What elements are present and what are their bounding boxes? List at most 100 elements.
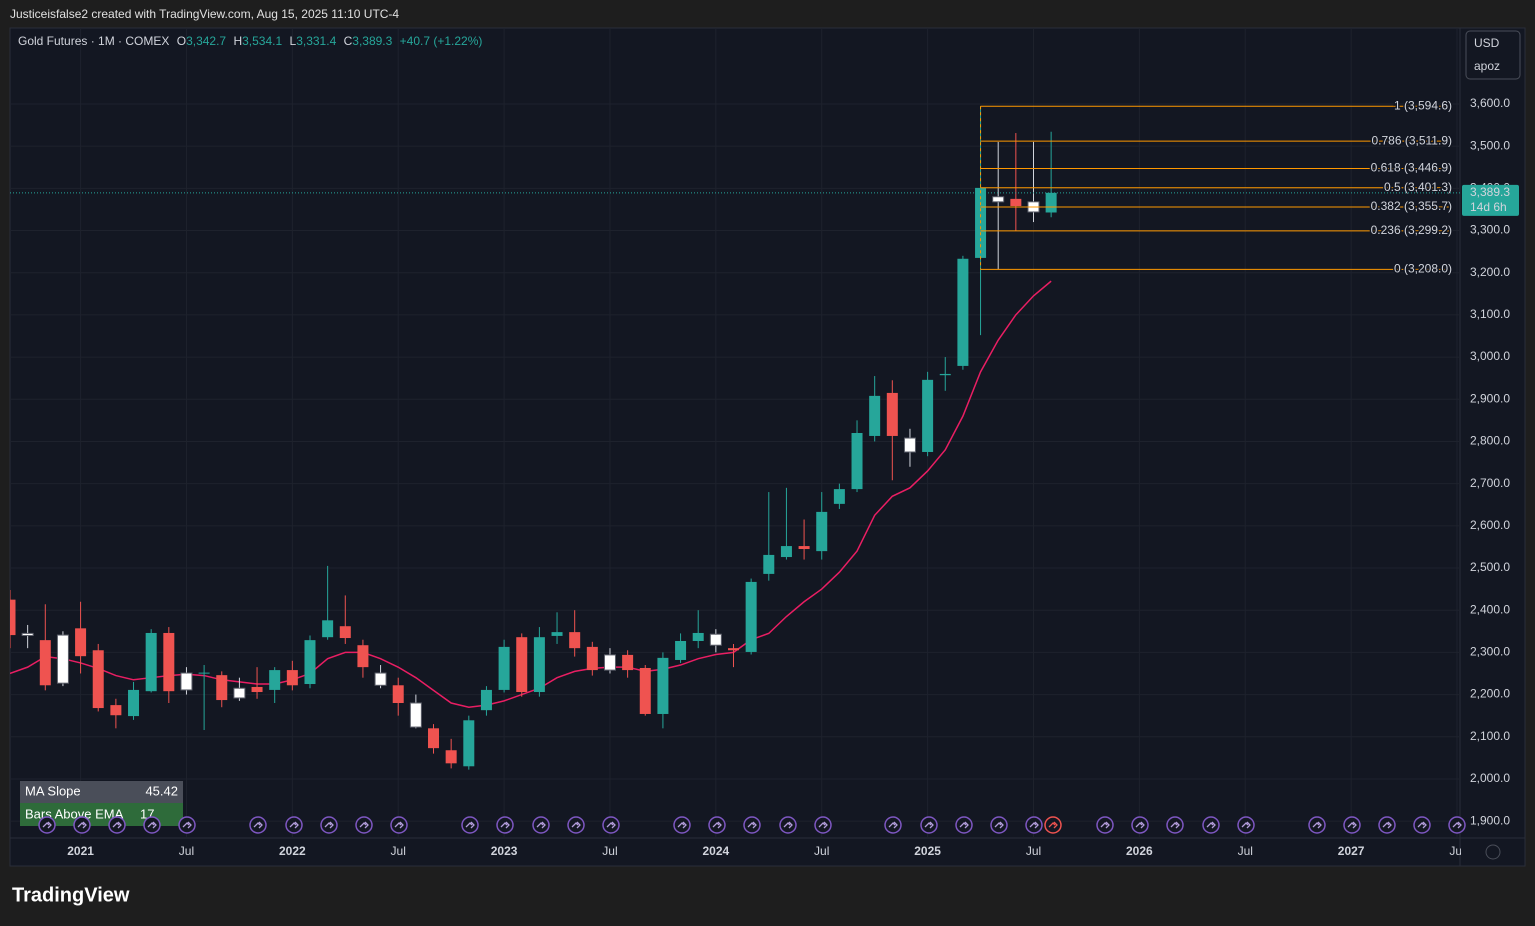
candle-body — [39, 640, 51, 686]
event-icon — [990, 816, 1008, 834]
candle-body — [180, 672, 193, 691]
event-glyph — [1241, 821, 1251, 829]
candle-body — [233, 687, 246, 699]
event-icon — [320, 816, 338, 834]
fib-label: 0 (3,208.0) — [1394, 261, 1452, 275]
candle-body — [763, 554, 775, 574]
candle-body — [780, 546, 792, 558]
event-icon — [1448, 816, 1466, 834]
event-glyph — [359, 821, 369, 829]
key: C — [344, 34, 353, 48]
event-icon — [390, 816, 408, 834]
auto-scale[interactable] — [1485, 844, 1501, 860]
event-icon — [708, 816, 726, 834]
candle-body — [163, 632, 175, 692]
candle-body — [851, 433, 863, 490]
event-icon — [567, 816, 585, 834]
countdown: 14d 6h — [1470, 200, 1507, 214]
candle-body — [357, 645, 369, 668]
candle-body — [480, 689, 492, 711]
x-tick-label: 2025 — [914, 844, 941, 858]
event-icon — [1378, 816, 1396, 834]
x-tick-label: 2023 — [491, 844, 518, 858]
event-icon — [108, 816, 126, 834]
x-tick-label: Jul — [602, 844, 617, 858]
value: 3,534.1 — [242, 34, 282, 48]
candle-body — [745, 581, 757, 652]
legend: Gold Futures · 1M · COMEX O3,342.7 H3,53… — [18, 34, 482, 48]
event-glyph — [1048, 821, 1058, 829]
x-tick-label: Jul — [391, 844, 406, 858]
x-tick-label: 2027 — [1338, 844, 1365, 858]
candle-body — [622, 654, 634, 671]
fib-label: 0.786 (3,511.9) — [1371, 133, 1452, 147]
y-tick-label: 3,200.0 — [1470, 265, 1510, 279]
fib-label: 1 (3,594.6) — [1394, 98, 1452, 112]
event-icon — [779, 816, 797, 834]
y-tick-label: 2,600.0 — [1470, 518, 1510, 532]
event-glyph — [1206, 821, 1216, 829]
event-icon — [743, 816, 761, 834]
event-icon — [1202, 816, 1220, 834]
event-icon — [178, 816, 196, 834]
x-tick-label: 2021 — [67, 844, 94, 858]
value: 3,389.3 — [352, 34, 392, 48]
event-icon — [1308, 816, 1326, 834]
candle-body — [903, 437, 916, 453]
y-tick-label: 1,900.0 — [1470, 813, 1510, 827]
x-tick-label: Jul — [1026, 844, 1041, 858]
fib-label: 0.5 (3,401.3) — [1384, 180, 1452, 194]
value: 3,342.7 — [186, 34, 226, 48]
key: H — [233, 34, 242, 48]
currency-box[interactable] — [1465, 30, 1521, 80]
event-icon — [602, 816, 620, 834]
event-icon — [1413, 816, 1431, 834]
event-glyph — [536, 821, 546, 829]
event-icon — [532, 816, 550, 834]
event-icon — [1166, 816, 1184, 834]
candle-body — [251, 686, 263, 693]
event-glyph — [1452, 821, 1462, 829]
event-icon — [355, 816, 373, 834]
candle-body — [639, 667, 651, 714]
table-cell: 45.42 — [145, 783, 178, 798]
event-icon — [673, 816, 691, 834]
candle-body — [569, 632, 581, 649]
price-tag-label: 3,389.3 — [1470, 185, 1510, 199]
event-glyph — [500, 821, 510, 829]
value: 3,331.4 — [296, 34, 336, 48]
candle-body — [833, 489, 845, 504]
chart-frame — [9, 27, 1526, 867]
fib-label: 0.382 (3,355.7) — [1371, 199, 1452, 213]
candle-body — [709, 633, 722, 646]
y-tick-label: 2,700.0 — [1470, 476, 1510, 490]
candle-body — [992, 196, 1005, 203]
y-tick-label: 2,300.0 — [1470, 645, 1510, 659]
candle-body — [886, 392, 898, 436]
candle-body — [110, 705, 122, 716]
event-icon — [285, 816, 303, 834]
symbol: Gold Futures · 1M · COMEX — [18, 34, 169, 48]
event-glyph — [606, 821, 616, 829]
y-tick-label: 2,500.0 — [1470, 560, 1510, 574]
x-tick-label: 2022 — [279, 844, 306, 858]
event-glyph — [289, 821, 299, 829]
candle-body — [1045, 192, 1057, 213]
table-row — [20, 803, 183, 826]
candle-body — [463, 720, 475, 767]
event-icon — [1131, 816, 1149, 834]
event-glyph — [1170, 821, 1180, 829]
event-glyph — [182, 821, 192, 829]
y-tick-label: 3,300.0 — [1470, 223, 1510, 237]
events — [38, 816, 1466, 834]
candle-body — [516, 637, 528, 693]
event-glyph — [324, 821, 334, 829]
event-glyph — [888, 821, 898, 829]
candle-body — [498, 646, 510, 690]
event-icon — [38, 816, 56, 834]
key: L — [290, 34, 297, 48]
y-tick-label: 2,800.0 — [1470, 434, 1510, 448]
candle-body — [304, 640, 316, 685]
currency: USD — [1474, 36, 1500, 50]
y-tick-label: 2,100.0 — [1470, 729, 1510, 743]
